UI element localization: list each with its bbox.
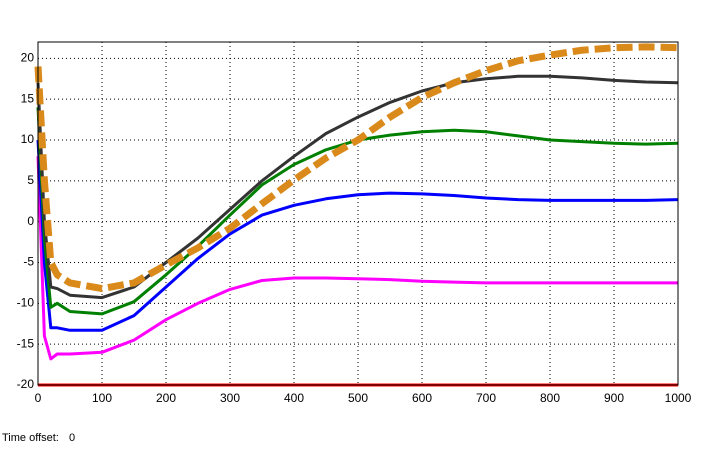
x-tick-label: 800 xyxy=(540,391,560,405)
y-tick-label: 10 xyxy=(21,132,35,146)
time-offset-label: Time offset: xyxy=(2,432,59,444)
x-tick-label: 200 xyxy=(156,391,176,405)
series-line xyxy=(36,139,679,332)
series-line xyxy=(34,43,679,293)
axes-frame xyxy=(37,41,679,386)
y-tick-label: 20 xyxy=(21,51,35,65)
series-line xyxy=(36,156,678,361)
x-tick-label: 0 xyxy=(35,391,42,405)
x-tick-label: 900 xyxy=(604,391,624,405)
x-tick-label: 600 xyxy=(412,391,432,405)
x-tick-label: 400 xyxy=(284,391,304,405)
series-line xyxy=(36,74,679,300)
series-line xyxy=(36,107,679,316)
y-tick-label: -15 xyxy=(17,336,35,350)
y-tick-label: 0 xyxy=(27,214,34,228)
plot-area xyxy=(38,42,678,385)
y-tick-label: -20 xyxy=(17,377,35,391)
y-tick-label: -10 xyxy=(17,296,35,310)
x-tick-label: 100 xyxy=(92,391,112,405)
x-tick-label: 500 xyxy=(348,391,368,405)
y-tick-label: 15 xyxy=(21,91,35,105)
x-tick-label: 700 xyxy=(476,391,496,405)
y-tick-label: -5 xyxy=(23,255,34,269)
y-tick-label: 5 xyxy=(27,173,34,187)
x-tick-label: 1000 xyxy=(665,391,692,405)
x-tick-label: 300 xyxy=(220,391,240,405)
time-offset-value: 0 xyxy=(69,432,75,444)
